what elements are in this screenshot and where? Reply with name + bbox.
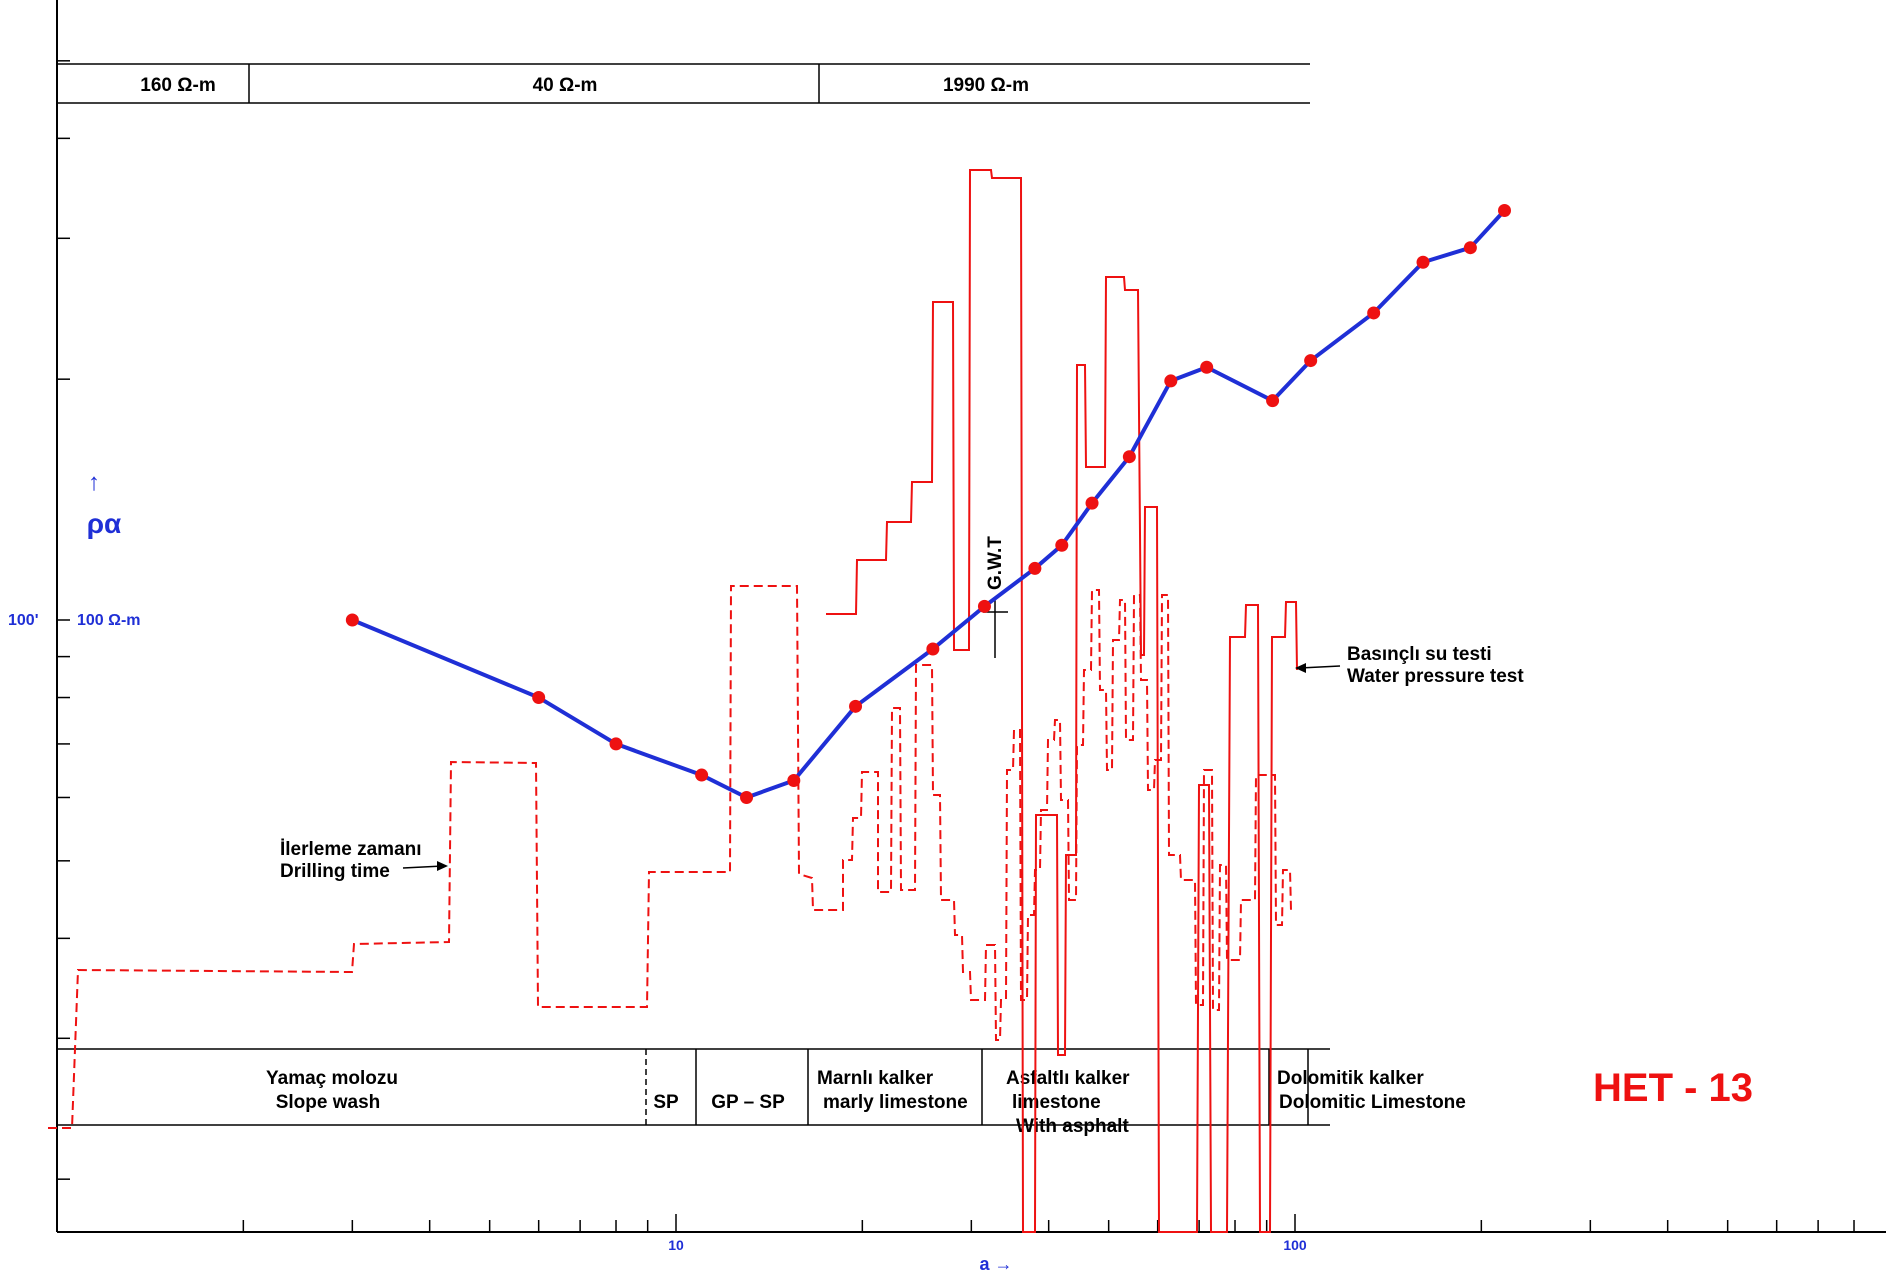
gwt-label: G.W.T [985,536,1006,590]
litho-slope-wash: Yamaç molozu [266,1068,398,1089]
drilling-annotation: İlerleme zamanı Drilling time [280,839,448,882]
litho-asphalt-en2: With asphalt [1016,1116,1129,1137]
litho-sp: SP [653,1092,679,1113]
x-axis-ticks [242,1214,1855,1232]
litho-asphalt: Asfaltlı kalker [1006,1068,1130,1089]
data-point [1463,241,1477,255]
data-point [1164,374,1178,388]
lithology-band: Yamaç molozu Slope wash SP GP – SP Marnl… [57,1048,1466,1137]
litho-gp-sp: GP – SP [711,1092,785,1113]
y-axis-ticks [57,60,70,1180]
data-point [740,790,754,804]
y-axis-arrow: ↑ [88,469,100,496]
litho-marly-en: marly limestone [823,1092,968,1113]
data-point [609,737,623,751]
y-axis-label: ρα [87,508,122,539]
y-tick-label-left: 100' [8,612,39,629]
drilling-label-en: Drilling time [280,861,390,882]
layer-label-3: 1990 Ω-m [943,75,1029,96]
litho-slope-wash-en: Slope wash [276,1092,381,1113]
pressure-annotation: Basınçlı su testi Water pressure test [1295,644,1524,687]
drilling-time-log [48,585,1292,1129]
data-point [787,774,801,788]
layer-label-1: 160 Ω-m [140,75,215,96]
data-point [1498,203,1512,217]
data-point [1085,496,1099,510]
x-tick-label-100: 100 [1283,1237,1307,1253]
data-point [1416,255,1430,269]
litho-asphalt-en: limestone [1012,1092,1101,1113]
layer-label-2: 40 Ω-m [533,75,598,96]
pressure-label-tr: Basınçlı su testi [1347,644,1492,665]
data-point [1304,354,1318,368]
data-point [1266,394,1280,408]
drilling-label-tr: İlerleme zamanı [280,839,422,860]
data-point [345,613,359,627]
litho-marly: Marnlı kalker [817,1068,934,1089]
layer-band: 160 Ω-m 40 Ω-m 1990 Ω-m [57,63,1310,104]
litho-dolomitic-en: Dolomitic Limestone [1279,1092,1466,1113]
data-point [1367,306,1381,320]
y-tick-label-right: 100 Ω-m [77,612,141,629]
chart-title: HET - 13 [1593,1066,1753,1110]
data-point [926,642,940,656]
data-point [1122,450,1136,464]
data-point [1028,561,1042,575]
data-point [849,699,863,713]
data-point [532,691,546,705]
data-point [1055,538,1069,552]
x-tick-label-10: 10 [668,1237,684,1253]
data-point [977,599,991,613]
apparent-resistivity-series [345,203,1512,804]
data-point [695,768,709,782]
series-line [351,209,1506,800]
pressure-label-en: Water pressure test [1347,666,1524,687]
resistivity-log-1 [826,169,1298,1233]
x-axis-label: a → [979,1254,1012,1274]
litho-dolomitic: Dolomitik kalker [1277,1068,1424,1089]
data-point [1200,360,1214,374]
